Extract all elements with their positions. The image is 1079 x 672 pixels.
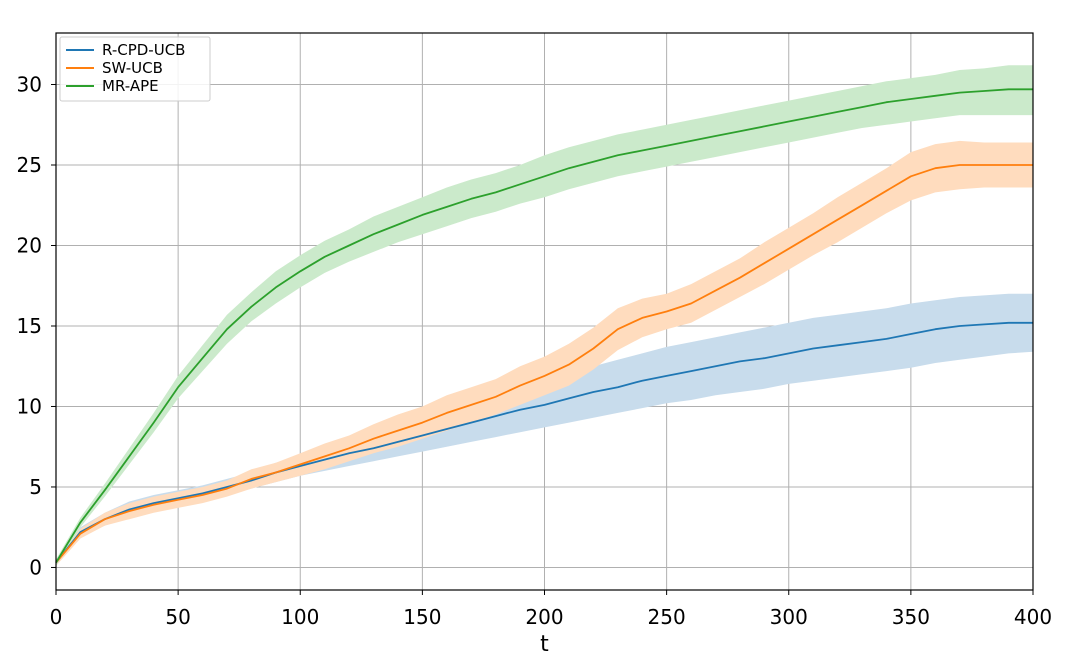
x-axis-ticks: 0 50 100 150 200 250 300 350 400 [50,590,1052,629]
legend-label-mr-ape: MR-APE [102,77,159,95]
mr-ape-band [56,65,1033,566]
x-axis-title: t [540,632,549,657]
y-tick-label: 5 [29,475,42,499]
x-tick-label: 150 [403,605,441,629]
y-tick-label: 0 [29,555,42,579]
sw-ucb-line [55,164,1033,564]
y-tick-label: 20 [17,233,42,257]
series-lines [55,88,1033,564]
y-tick-label: 25 [17,153,42,177]
y-axis-ticks: 0 5 10 15 20 25 30 [17,73,56,579]
x-tick-label: 350 [892,605,930,629]
x-tick-label: 0 [50,605,63,629]
r-cpd-ucb-band [56,293,1033,566]
legend-label-sw-ucb: SW-UCB [102,59,163,77]
x-tick-label: 400 [1014,605,1052,629]
legend-box [59,36,211,102]
x-tick-label: 250 [648,605,686,629]
legend-label-r-cpd-ucb: R-CPD-UCB [102,41,185,59]
confidence-bands [56,65,1033,566]
r-cpd-ucb-line [55,321,1033,564]
x-tick-label: 100 [281,605,319,629]
y-tick-label: 30 [17,73,42,97]
mr-ape-line [55,88,1033,564]
x-tick-label: 50 [165,605,190,629]
y-tick-label: 15 [17,314,42,338]
sw-ucb-band [56,140,1033,566]
x-tick-label: 300 [770,605,808,629]
y-tick-label: 10 [17,394,42,418]
x-tick-label: 200 [525,605,563,629]
